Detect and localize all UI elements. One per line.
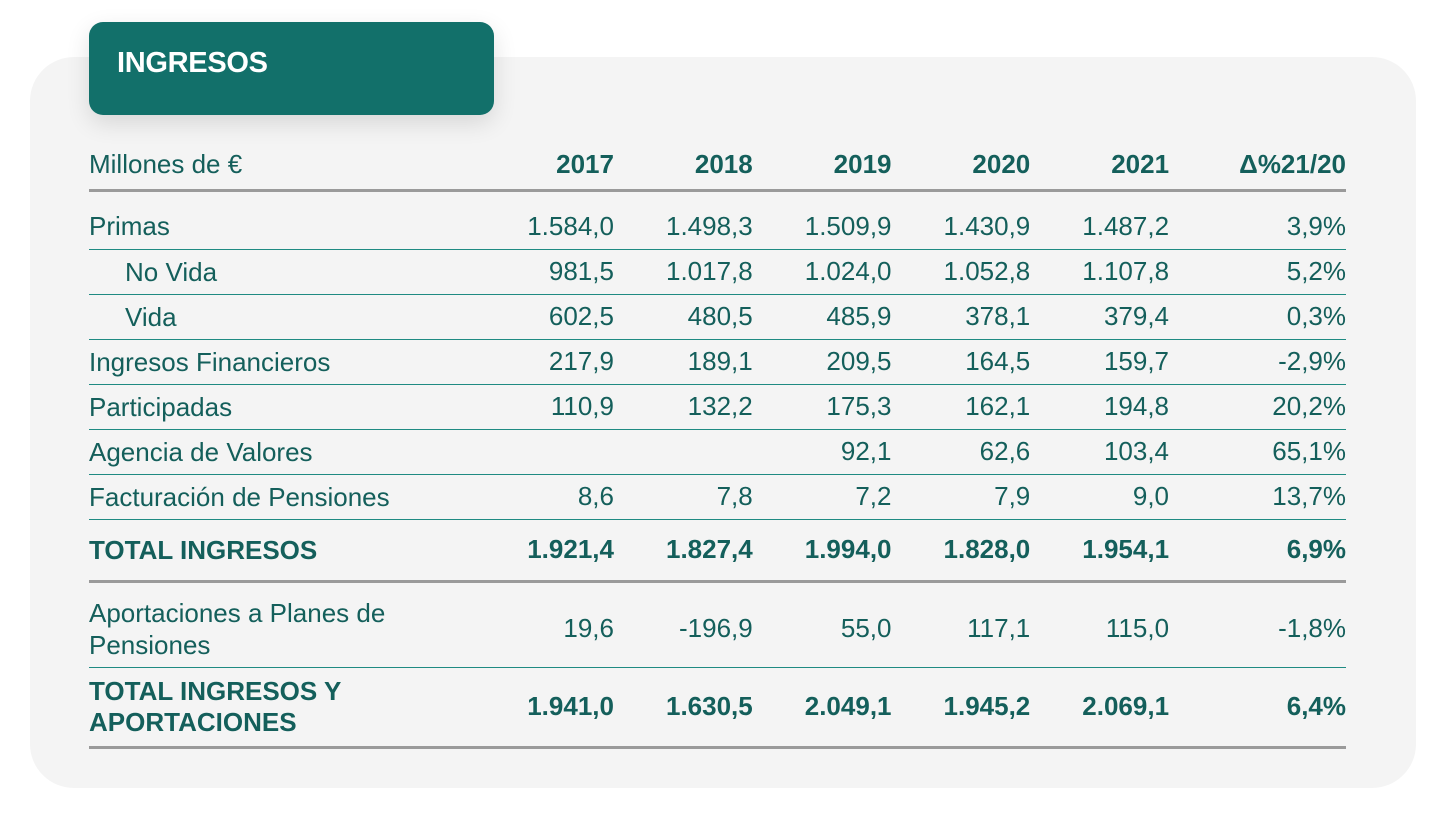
year-header: 2020 [903,140,1043,192]
total-value: 2.049,1 [764,667,904,749]
cell-change: 65,1% [1181,429,1346,475]
cell-value: 379,4 [1042,294,1182,340]
row-label: Aportaciones a Planes de Pensiones [89,591,488,668]
income-table: Millones de € 2017 2018 2019 2020 2021 Δ… [89,140,1346,749]
cell-value: 1.430,9 [903,204,1043,250]
cell-change: 13,7% [1181,474,1346,520]
total-value: 1.941,0 [487,667,626,749]
cell-value: 480,5 [625,294,765,340]
total-value: 1.994,0 [764,519,904,583]
cell-value: 159,7 [1042,339,1182,385]
cell-value: 1.107,8 [1042,249,1182,295]
cell-value [487,429,626,475]
cell-value: 117,1 [903,591,1043,668]
cell-value: 7,9 [903,474,1043,520]
cell-change: 0,3% [1181,294,1346,340]
cell-value: 1.024,0 [764,249,904,295]
cell-value: 1.509,9 [764,204,904,250]
cell-change: 5,2% [1181,249,1346,295]
total-change: 6,4% [1181,667,1346,749]
row-label: Primas [89,204,488,250]
cell-value: 162,1 [903,384,1043,430]
cell-change: -2,9% [1181,339,1346,385]
table-row: Participadas 110,9 132,2 175,3 162,1 194… [89,384,1346,430]
cell-value: 1.017,8 [625,249,765,295]
cell-value [625,429,765,475]
cell-value: 378,1 [903,294,1043,340]
cell-value: 132,2 [625,384,765,430]
total-value: 1.921,4 [487,519,626,583]
row-label: Participadas [89,384,488,430]
cell-value: 217,9 [487,339,626,385]
cell-change: 20,2% [1181,384,1346,430]
cell-value: 92,1 [764,429,904,475]
cell-value: 55,0 [764,591,904,668]
total-value: 1.828,0 [903,519,1043,583]
cell-value: 175,3 [764,384,904,430]
total-change: 6,9% [1181,519,1346,583]
table-row: Vida 602,5 480,5 485,9 378,1 379,4 0,3% [89,294,1346,340]
cell-value: 62,6 [903,429,1043,475]
cell-change: 3,9% [1181,204,1346,250]
header-row: Millones de € 2017 2018 2019 2020 2021 Δ… [89,140,1346,192]
cell-value: 103,4 [1042,429,1182,475]
total-label: TOTAL INGRESOS [89,519,488,583]
cell-value: 1.498,3 [625,204,765,250]
total-value: 2.069,1 [1042,667,1182,749]
cell-value: 189,1 [625,339,765,385]
row-label: Ingresos Financieros [89,339,488,385]
cell-change: -1,8% [1181,591,1346,668]
total-value: 1.945,2 [903,667,1043,749]
row-label: Vida [89,294,488,340]
table-row: Agencia de Valores 92,1 62,6 103,4 65,1% [89,429,1346,475]
table-row: Primas 1.584,0 1.498,3 1.509,9 1.430,9 1… [89,204,1346,250]
cell-value: 115,0 [1042,591,1182,668]
year-header: 2018 [625,140,765,192]
cell-value: 981,5 [487,249,626,295]
cell-value: 1.584,0 [487,204,626,250]
row-label: Facturación de Pensiones [89,474,488,520]
cell-value: 9,0 [1042,474,1182,520]
change-header: Δ%21/20 [1181,140,1346,192]
total-value: 1.827,4 [625,519,765,583]
cell-value: 8,6 [487,474,626,520]
row-label: Agencia de Valores [89,429,488,475]
cell-value: 110,9 [487,384,626,430]
section-title: INGRESOS [89,22,494,115]
table-row: Ingresos Financieros 217,9 189,1 209,5 1… [89,339,1346,385]
grand-total-label: TOTAL INGRESOS Y APORTACIONES [89,667,488,749]
units-header: Millones de € [89,140,488,192]
cell-value: 209,5 [764,339,904,385]
cell-value: 485,9 [764,294,904,340]
aportaciones-row: Aportaciones a Planes de Pensiones 19,6 … [89,591,1346,668]
total-value: 1.954,1 [1042,519,1182,583]
cell-value: 194,8 [1042,384,1182,430]
cell-value: 1.052,8 [903,249,1043,295]
cell-value: 602,5 [487,294,626,340]
year-header: 2019 [764,140,904,192]
table-row: No Vida 981,5 1.017,8 1.024,0 1.052,8 1.… [89,249,1346,295]
year-header: 2021 [1042,140,1182,192]
cell-value: 164,5 [903,339,1043,385]
cell-value: 19,6 [487,591,626,668]
table-row: Facturación de Pensiones 8,6 7,8 7,2 7,9… [89,474,1346,520]
year-header: 2017 [487,140,626,192]
row-label: No Vida [89,249,488,295]
grand-total-row: TOTAL INGRESOS Y APORTACIONES 1.941,0 1.… [89,667,1346,749]
cell-value: -196,9 [625,591,765,668]
total-value: 1.630,5 [625,667,765,749]
total-row: TOTAL INGRESOS 1.921,4 1.827,4 1.994,0 1… [89,519,1346,583]
cell-value: 7,2 [764,474,904,520]
cell-value: 7,8 [625,474,765,520]
cell-value: 1.487,2 [1042,204,1182,250]
